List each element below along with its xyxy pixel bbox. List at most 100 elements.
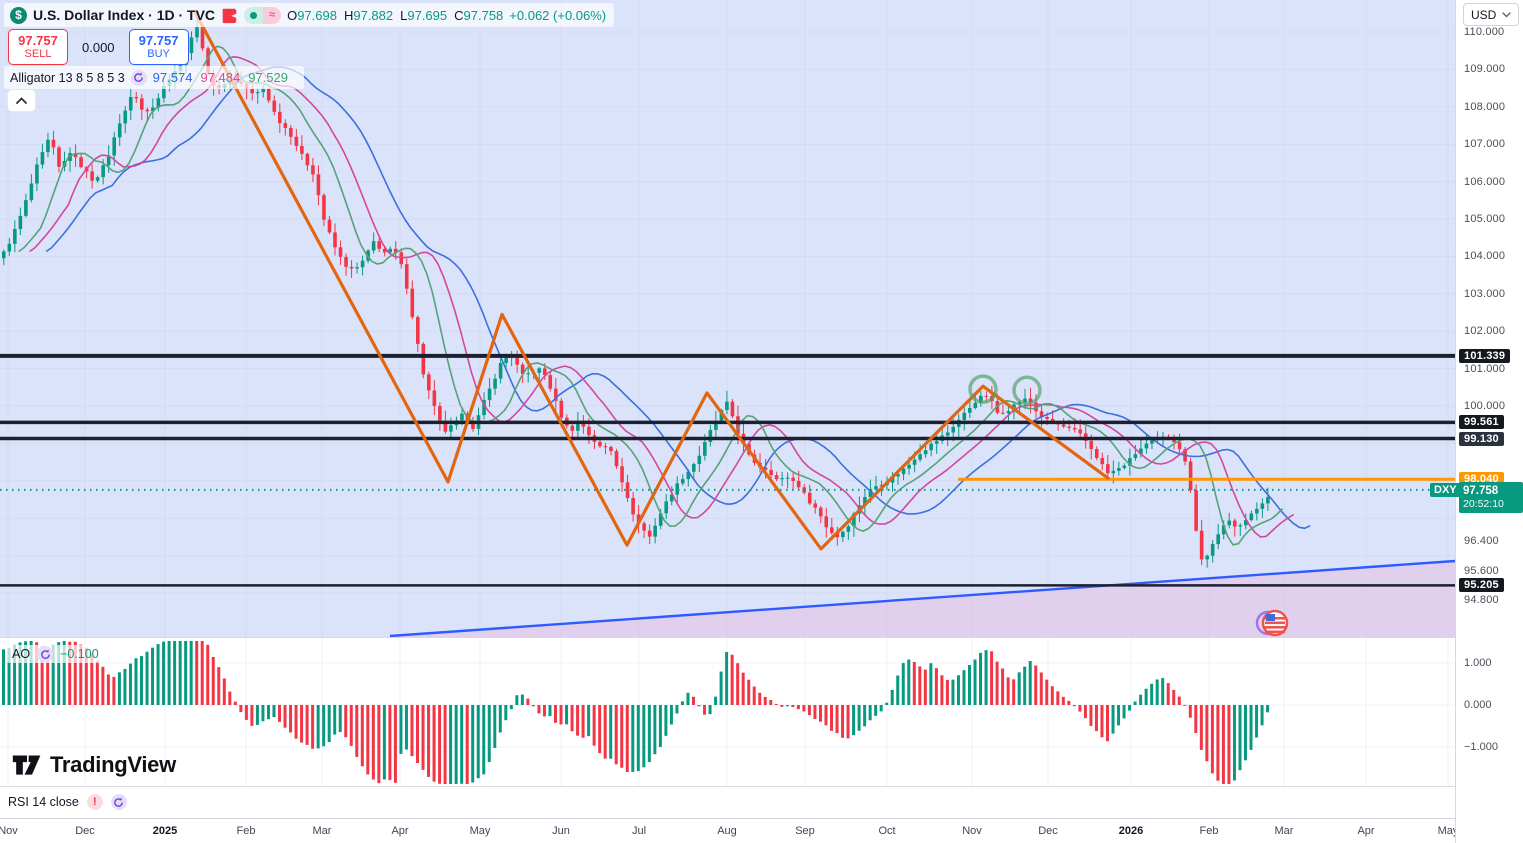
alligator-legend: Alligator 13 8 5 8 5 3 97.574 97.484 97.52… — [4, 66, 304, 89]
scale-tick-label: 106.000 — [1464, 175, 1506, 188]
level-price-label: 99.561 — [1459, 415, 1504, 430]
chevron-up-icon — [16, 97, 27, 104]
refresh-icon[interactable] — [110, 794, 127, 810]
ao-legend: AO −0.100 — [6, 645, 105, 663]
pane-separator[interactable] — [0, 637, 1523, 638]
buy-price: 97.757 — [138, 32, 179, 48]
red-flag-icon[interactable] — [221, 7, 238, 24]
alligator-value: 97.529 — [248, 70, 288, 85]
collapse-legend-button[interactable] — [8, 90, 35, 111]
scale-tick-label: 109.000 — [1464, 63, 1506, 76]
chevron-down-icon — [1502, 11, 1511, 17]
level-price-label: 101.339 — [1459, 348, 1511, 363]
ohlc-item: H97.882 — [343, 7, 394, 23]
ohlc-item: L97.695 — [400, 7, 448, 23]
buy-label: BUY — [147, 48, 170, 61]
tradingview-mark-icon — [12, 755, 41, 775]
price-chart-pane[interactable] — [0, 0, 1455, 637]
ao-bars-layer — [2, 641, 1270, 784]
time-axis-label: Apr — [391, 825, 409, 837]
alligator-line — [29, 56, 1295, 538]
time-axis-label: Feb — [1199, 825, 1219, 837]
scale-tick-label: 105.000 — [1464, 213, 1506, 225]
time-axis-label: Apr — [1357, 825, 1375, 837]
top-marker-circle — [1012, 375, 1042, 406]
alligator-indicator-name[interactable]: Alligator 13 8 5 8 5 3 — [10, 70, 125, 85]
scale-tick-label: 0.000 — [1464, 699, 1492, 711]
trade-panel: 97.757 SELL 0.000 97.757 BUY — [8, 29, 189, 65]
currency-dropdown[interactable]: USD — [1463, 3, 1519, 26]
ohlc-item: C97.758 — [454, 7, 504, 23]
current-price-label: 97.758 20:52:10 — [1459, 481, 1523, 514]
time-axis-label: Dec — [1038, 825, 1058, 837]
warning-icon[interactable]: ! — [86, 794, 103, 810]
time-axis-label: Mar — [312, 825, 332, 837]
trendline — [389, 559, 1455, 637]
rsi-legend: RSI 14 close ! — [8, 794, 127, 810]
time-axis-label: Aug — [717, 825, 737, 837]
time-axis-label: 2025 — [152, 825, 178, 837]
us-flag-icon — [1255, 609, 1289, 637]
scale-tick-label: 103.000 — [1464, 287, 1506, 300]
scale-tick-label: 101.000 — [1464, 362, 1506, 375]
price-change: +0.062 (+0.06%) — [509, 7, 607, 23]
rsi-indicator-pane[interactable] — [0, 787, 1455, 818]
pane-separator[interactable] — [0, 786, 1523, 787]
level-price-label: 95.205 — [1459, 578, 1504, 593]
symbol-legend: $ U.S. Dollar Index · 1D · TVC ≈ O97.698… — [4, 3, 615, 27]
sell-label: SELL — [24, 48, 52, 61]
time-axis-label: Dec — [75, 825, 95, 837]
scale-tick-label: 107.000 — [1464, 138, 1506, 151]
market-open-dot-icon — [244, 6, 264, 24]
ao-histogram-canvas[interactable] — [0, 638, 1455, 786]
alligator-line — [18, 45, 1284, 546]
time-axis-label: Nov — [962, 825, 982, 837]
delayed-data-icon: ≈ — [263, 6, 282, 24]
symbol-title[interactable]: U.S. Dollar Index · 1D · TVC — [33, 7, 216, 23]
time-axis-label: Jul — [631, 825, 647, 837]
price-chart-canvas[interactable] — [0, 0, 1455, 637]
tradingview-logo[interactable]: TradingView — [12, 752, 176, 778]
scale-tick-label: 95.600 — [1464, 564, 1499, 577]
symbol-price-badge: DXY — [1430, 482, 1461, 497]
scale-tick-label: 110.000 — [1464, 26, 1505, 38]
alligator-value: 97.484 — [200, 70, 241, 85]
alligator-value: 97.574 — [152, 70, 193, 85]
price-scale[interactable]: USD 110.000 109.000 108.000 107.000 106.000 1… — [1455, 0, 1523, 843]
tradingview-wordmark: TradingView — [50, 752, 176, 777]
ao-indicator-pane[interactable] — [0, 638, 1455, 786]
time-axis-label: Jun — [552, 825, 570, 837]
scale-tick-label: 104.000 — [1464, 250, 1506, 263]
symbol-logo-icon: $ — [10, 6, 27, 24]
ohlc-values: O97.698 H97.882 L97.695 C97.758 — [287, 8, 503, 23]
time-axis-label: Mar — [1274, 825, 1294, 837]
time-axis[interactable]: ⚙ NovDec2025FebMarAprMayJunJulAugSepOctN… — [0, 818, 1523, 843]
time-axis-label: Sep — [795, 825, 815, 837]
top-marker-circle — [968, 374, 998, 404]
market-status-pill[interactable]: ≈ — [244, 6, 282, 24]
sell-price: 97.757 — [18, 32, 58, 48]
level-price-label: 99.130 — [1459, 431, 1504, 446]
zigzag-trend-annotation — [193, 11, 1110, 551]
scale-tick-label: 96.400 — [1464, 534, 1499, 547]
buy-button[interactable]: 97.757 BUY — [128, 29, 189, 65]
time-axis-label: May — [1437, 825, 1459, 837]
ohlc-item: O97.698 — [287, 7, 337, 23]
sell-button[interactable]: 97.757 SELL — [8, 29, 68, 65]
rsi-indicator-name[interactable]: RSI 14 close — [8, 795, 79, 809]
refresh-icon[interactable] — [130, 69, 147, 86]
currency-label: USD — [1471, 7, 1497, 22]
scale-tick-label: 94.800 — [1464, 594, 1499, 607]
scale-tick-label: 108.000 — [1464, 100, 1506, 113]
scale-tick-label: 102.000 — [1464, 325, 1506, 338]
scale-tick-label: 1.000 — [1464, 657, 1492, 669]
scale-tick-label: −1.000 — [1464, 741, 1498, 753]
ao-value: −0.100 — [60, 647, 99, 661]
time-axis-label: May — [469, 825, 491, 837]
refresh-icon[interactable] — [37, 646, 54, 662]
time-axis-label: 2026 — [1118, 825, 1144, 837]
alligator-values: 97.574 97.484 97.529 — [153, 70, 296, 85]
time-axis-label: Nov — [0, 825, 18, 837]
ao-indicator-name[interactable]: AO — [12, 647, 31, 661]
